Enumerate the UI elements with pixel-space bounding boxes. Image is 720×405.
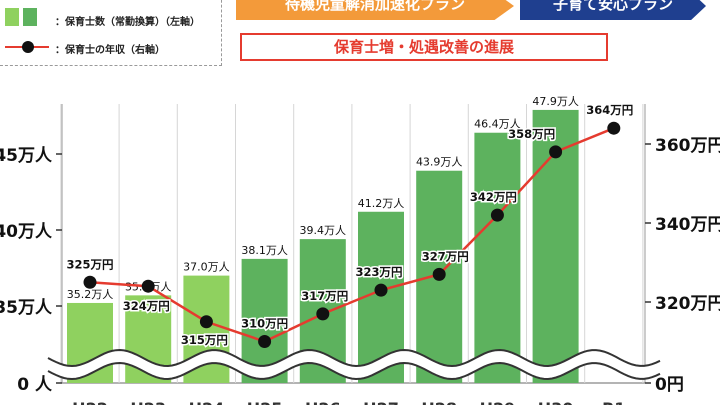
bar-value-label: 46.4万人 [474, 118, 521, 131]
x-tick-label: R1 [602, 399, 625, 405]
banner-acceleration-plan: 待機児童解消加速化プラン [236, 0, 514, 20]
salary-marker [316, 307, 330, 321]
legend-light-bar-swatch [5, 8, 19, 26]
salary-value-label: 324万円 [123, 299, 170, 313]
right-tick-label: 320万円 [655, 294, 720, 314]
salary-line [89, 127, 615, 343]
right-tick-label: 360万円 [655, 136, 720, 156]
x-tick-label: H27 [363, 399, 399, 405]
x-tick-label: H23 [130, 399, 166, 405]
salary-value-label: 325万円 [66, 257, 113, 271]
bar-value-label: 35.2万人 [67, 288, 114, 301]
salary-marker [83, 275, 97, 289]
salary-marker [432, 267, 446, 281]
bar-value-label: 38.1万人 [241, 244, 288, 257]
bar-value-label: 39.4万人 [300, 224, 347, 237]
bar-value-label: 37.0万人 [183, 261, 230, 274]
salary-value-label: 342万円 [470, 190, 517, 204]
banner-childcare-plan: 子育て安心プラン [520, 0, 706, 20]
salary-marker [141, 279, 155, 293]
salary-marker [549, 145, 563, 159]
salary-value-label: 364万円 [586, 103, 633, 117]
bar-value-label: 43.9万人 [416, 156, 463, 169]
x-tick-label: H28 [421, 399, 457, 405]
legend-line-label: ：保育士の年収（右軸） [55, 45, 165, 56]
x-tick-label: H22 [72, 399, 108, 405]
legend-dark-bar-swatch [23, 8, 37, 26]
salary-value-label: 317万円 [301, 289, 348, 303]
salary-marker [607, 121, 621, 135]
bar-value-label: 47.9万人 [532, 95, 579, 108]
right-tick-label: 0円 [655, 375, 684, 395]
salary-marker [258, 335, 272, 348]
left-tick-label: 40万人 [0, 222, 53, 242]
banner-progress: 保育士増・処遇改善の進展 [240, 33, 608, 61]
x-tick-label: H29 [480, 399, 516, 405]
left-tick-label: 35万人 [0, 298, 53, 318]
x-tick-label: H30 [538, 399, 574, 405]
salary-value-label: 358万円 [508, 127, 555, 141]
left-tick-label: 0 人 [17, 375, 53, 395]
x-tick-label: H25 [247, 399, 283, 405]
salary-marker [374, 283, 388, 297]
x-tick-label: H24 [189, 399, 225, 405]
bar [474, 132, 521, 383]
salary-marker [199, 315, 213, 329]
salary-marker [490, 208, 504, 222]
axis-break-line-lower [47, 361, 661, 381]
legend-marker-swatch [22, 41, 34, 53]
salary-value-label: 310万円 [241, 317, 288, 331]
right-tick-label: 340万円 [655, 215, 720, 235]
axis-break-band [48, 350, 660, 379]
salary-value-label: 315万円 [181, 333, 228, 347]
legend: ：保育士数（常勤換算）（左軸） ：保育士の年収（右軸） [0, 0, 222, 66]
salary-value-label: 323万円 [355, 265, 402, 279]
legend-bar-label: ：保育士数（常勤換算）（左軸） [55, 17, 200, 28]
salary-value-label: 327万円 [422, 249, 469, 263]
bar-value-label: 41.2万人 [358, 197, 405, 210]
left-tick-label: 45万人 [0, 146, 53, 166]
x-tick-label: H26 [305, 399, 341, 405]
axis-break-line-upper [47, 348, 661, 368]
